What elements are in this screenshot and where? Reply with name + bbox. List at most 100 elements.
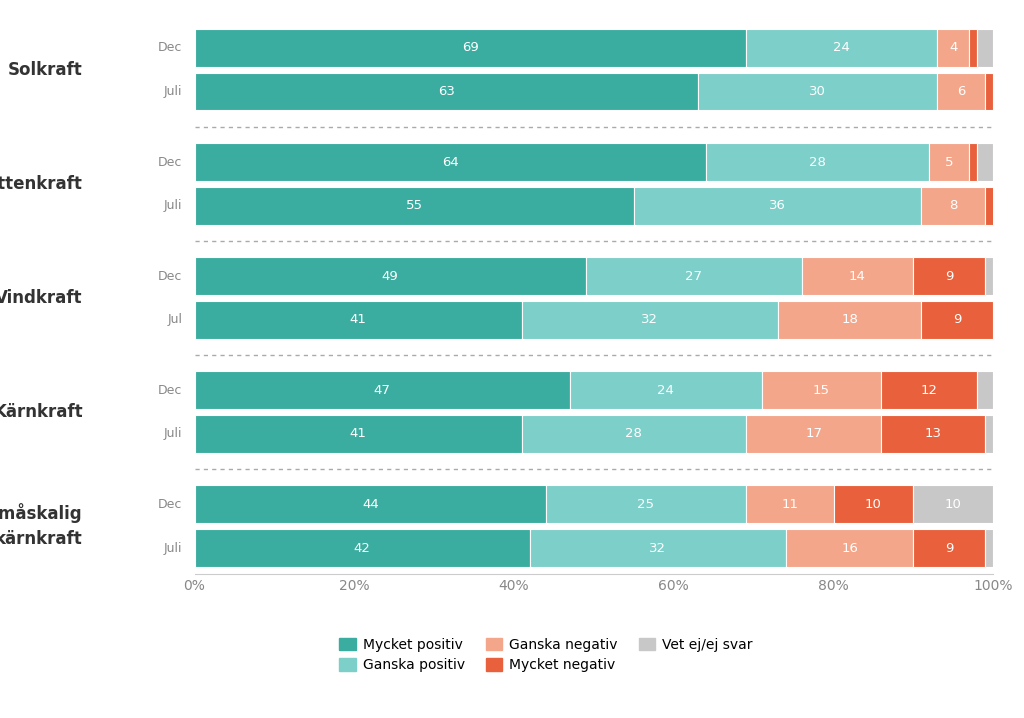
Bar xyxy=(785,529,913,567)
Bar xyxy=(195,73,697,111)
Text: Juli: Juli xyxy=(164,427,182,440)
Text: 30: 30 xyxy=(809,85,826,98)
Text: 9: 9 xyxy=(945,541,953,554)
Text: 63: 63 xyxy=(437,85,455,98)
Bar xyxy=(913,529,985,567)
Text: 69: 69 xyxy=(462,42,478,55)
Text: 6: 6 xyxy=(957,85,966,98)
Text: Dec: Dec xyxy=(158,156,182,169)
Text: 11: 11 xyxy=(781,498,798,510)
Text: Solkraft: Solkraft xyxy=(8,61,83,79)
Bar xyxy=(985,415,993,453)
Text: 32: 32 xyxy=(641,313,658,326)
Bar xyxy=(930,143,970,181)
Bar xyxy=(985,187,1001,225)
Bar xyxy=(195,257,586,295)
Text: 47: 47 xyxy=(374,383,391,397)
Bar xyxy=(195,143,706,181)
Bar xyxy=(195,529,530,567)
Bar xyxy=(777,301,922,339)
Bar xyxy=(745,29,937,67)
Bar xyxy=(802,257,913,295)
Bar xyxy=(977,29,993,67)
Text: 18: 18 xyxy=(841,313,858,326)
Bar xyxy=(882,415,985,453)
Text: Jul: Jul xyxy=(168,313,182,326)
Text: 55: 55 xyxy=(406,199,423,213)
Bar xyxy=(745,415,882,453)
Text: 16: 16 xyxy=(841,541,858,554)
Bar xyxy=(922,187,985,225)
Text: Vindkraft: Vindkraft xyxy=(0,289,83,307)
Text: 64: 64 xyxy=(441,156,459,169)
Text: 4: 4 xyxy=(949,42,957,55)
Text: 44: 44 xyxy=(361,498,379,510)
Bar xyxy=(697,73,937,111)
Bar xyxy=(195,187,634,225)
Text: 42: 42 xyxy=(354,541,371,554)
Text: Juli: Juli xyxy=(164,541,182,554)
Text: 17: 17 xyxy=(805,427,822,440)
Bar xyxy=(985,529,993,567)
Bar xyxy=(985,73,993,111)
Text: kärnkraft: kärnkraft xyxy=(0,530,83,548)
Bar xyxy=(530,529,785,567)
Text: 10: 10 xyxy=(865,498,882,510)
Text: 5: 5 xyxy=(945,156,953,169)
Bar xyxy=(195,301,522,339)
Text: 28: 28 xyxy=(809,156,826,169)
Text: 27: 27 xyxy=(685,270,702,283)
Bar xyxy=(586,257,802,295)
Bar xyxy=(706,143,930,181)
Text: Dec: Dec xyxy=(158,270,182,283)
Bar xyxy=(937,29,970,67)
Bar xyxy=(913,257,985,295)
Bar xyxy=(922,301,993,339)
Bar xyxy=(195,485,546,523)
Text: 15: 15 xyxy=(813,383,830,397)
Bar xyxy=(745,485,834,523)
Text: 9: 9 xyxy=(945,270,953,283)
Bar xyxy=(977,143,993,181)
Text: 24: 24 xyxy=(657,383,674,397)
Text: Småskalig: Småskalig xyxy=(0,503,83,523)
Text: 8: 8 xyxy=(949,199,957,213)
Bar xyxy=(570,371,762,409)
Text: 10: 10 xyxy=(945,498,962,510)
Text: Dec: Dec xyxy=(158,42,182,55)
Legend: Mycket positiv, Ganska positiv, Ganska negativ, Mycket negativ, Vet ej/ej svar: Mycket positiv, Ganska positiv, Ganska n… xyxy=(334,632,759,678)
Bar xyxy=(195,415,522,453)
Text: Kärnkraft: Kärnkraft xyxy=(0,403,83,421)
Text: 13: 13 xyxy=(925,427,942,440)
Bar xyxy=(522,301,777,339)
Text: 28: 28 xyxy=(626,427,642,440)
Bar xyxy=(195,29,745,67)
Text: 41: 41 xyxy=(350,313,367,326)
Bar xyxy=(195,371,570,409)
Bar xyxy=(546,485,745,523)
Text: 9: 9 xyxy=(953,313,962,326)
Bar xyxy=(634,187,922,225)
Bar xyxy=(937,73,985,111)
Bar xyxy=(985,257,993,295)
Text: Vattenkraft: Vattenkraft xyxy=(0,175,83,193)
Bar xyxy=(970,143,977,181)
Bar xyxy=(522,415,745,453)
Text: 36: 36 xyxy=(769,199,786,213)
Text: 41: 41 xyxy=(350,427,367,440)
Text: 32: 32 xyxy=(649,541,667,554)
Bar xyxy=(913,485,993,523)
Text: Dec: Dec xyxy=(158,498,182,510)
Text: Juli: Juli xyxy=(164,199,182,213)
Bar xyxy=(762,371,882,409)
Bar xyxy=(970,29,977,67)
Text: 49: 49 xyxy=(382,270,398,283)
Text: 25: 25 xyxy=(637,498,654,510)
Text: Juli: Juli xyxy=(164,85,182,98)
Text: 12: 12 xyxy=(921,383,938,397)
Bar xyxy=(834,485,913,523)
Bar xyxy=(882,371,977,409)
Bar xyxy=(977,371,993,409)
Text: Dec: Dec xyxy=(158,383,182,397)
Text: 14: 14 xyxy=(849,270,866,283)
